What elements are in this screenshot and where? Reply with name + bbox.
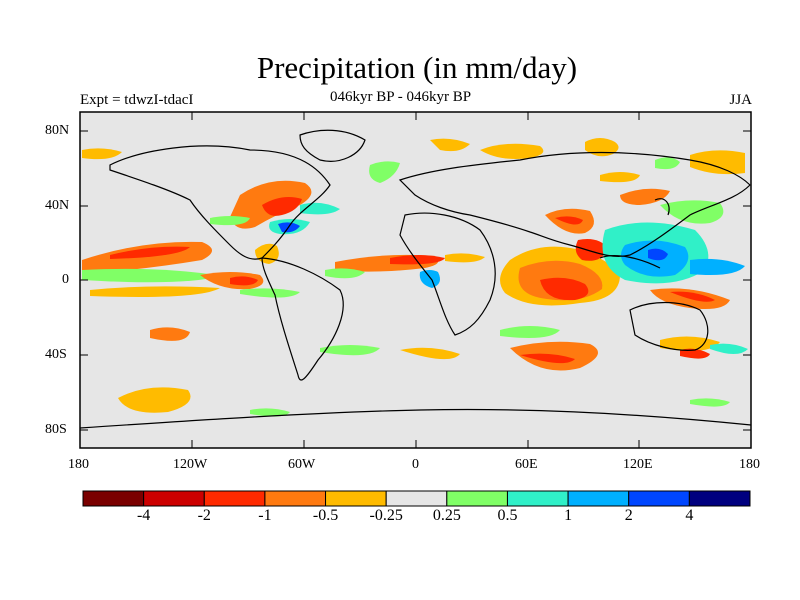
lon-label-120w: 120W xyxy=(173,457,208,472)
colorbar-swatch xyxy=(506,490,569,507)
lon-label-180-left: 180 xyxy=(68,457,89,472)
colorbar-label: -0.5 xyxy=(312,507,339,524)
lon-label-180-right: 180 xyxy=(739,457,760,472)
colorbar-swatch xyxy=(567,490,630,507)
colorbar-label: 4 xyxy=(685,507,694,524)
lat-label-0: 0 xyxy=(62,272,69,287)
colorbar-label: -0.25 xyxy=(369,507,403,524)
colorbar-swatch xyxy=(203,490,266,507)
period-label: 046kyr BP - 046kyr BP xyxy=(330,89,472,105)
colorbar-swatch xyxy=(143,490,205,507)
lon-label-60e: 60E xyxy=(515,457,538,472)
lon-ticks xyxy=(191,112,640,448)
lon-label-60w: 60W xyxy=(288,457,316,472)
lon-label-120e: 120E xyxy=(623,457,653,472)
lat-label-80s: 80S xyxy=(45,422,67,437)
anomaly-field xyxy=(82,138,748,417)
colorbar-swatch xyxy=(385,490,448,507)
colorbar-swatch xyxy=(688,490,751,507)
plot-title: Precipitation (in mm/day) xyxy=(256,50,578,85)
season-label: JJA xyxy=(729,92,752,108)
colorbar-label: -1 xyxy=(258,507,272,524)
colorbar-label: 0.5 xyxy=(497,507,518,524)
colorbar-swatch xyxy=(446,490,508,507)
colorbar-label: -4 xyxy=(136,507,151,524)
coastlines xyxy=(79,129,752,429)
lat-label-40s: 40S xyxy=(45,347,67,362)
colorbar-swatch xyxy=(325,490,387,507)
colorbar xyxy=(82,490,751,507)
colorbar-label: 0.25 xyxy=(432,507,461,524)
colorbar-label: 1 xyxy=(564,507,573,524)
colorbar-label: 2 xyxy=(624,507,633,524)
lat-label-80n: 80N xyxy=(45,123,70,138)
colorbar-label: -2 xyxy=(197,507,211,524)
lon-label-0: 0 xyxy=(412,457,419,472)
lat-label-40n: 40N xyxy=(45,198,70,213)
lat-ticks xyxy=(80,130,751,431)
experiment-label: Expt = tdwzI-tdacI xyxy=(80,92,194,108)
colorbar-swatch xyxy=(82,490,145,507)
colorbar-swatch xyxy=(264,490,327,507)
colorbar-swatch xyxy=(628,490,690,507)
